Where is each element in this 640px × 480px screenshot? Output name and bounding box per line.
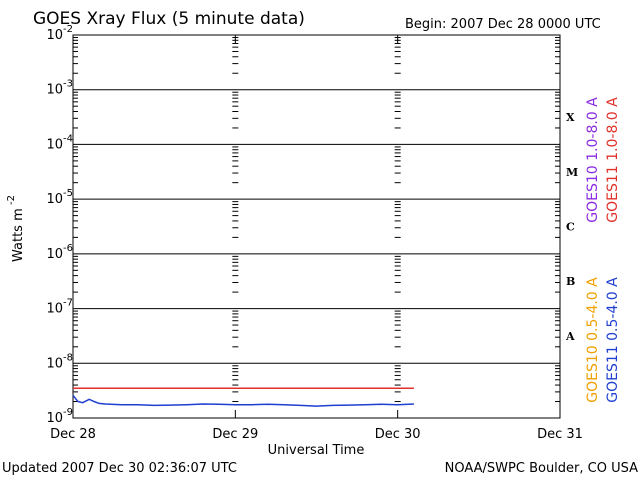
y-axis-label-group: Watts m -2 [6, 195, 26, 262]
y-tick-label: 10 [46, 302, 63, 317]
x-tick-label: Dec 31 [537, 427, 583, 442]
y-tick-label: 10 [46, 356, 63, 371]
y-tick-label: 10 [46, 411, 63, 426]
chart-title: GOES Xray Flux (5 minute data) [33, 9, 305, 29]
y-tick-exponent: -8 [63, 352, 73, 363]
y-tick-exponent: -4 [63, 133, 73, 144]
y-tick-label: 10 [46, 137, 63, 152]
footer-right: NOAA/SWPC Boulder, CO USA [445, 461, 638, 476]
y-tick-exponent: -3 [63, 79, 73, 90]
y-tick-exponent: -2 [63, 24, 73, 35]
flare-class-label: M [566, 166, 578, 179]
legend-entry: GOES10 0.5-4.0 A [585, 277, 601, 403]
footer-left: Updated 2007 Dec 30 02:36:07 UTC [2, 461, 237, 476]
x-tick-label: Dec 30 [375, 427, 421, 442]
flare-class-label: B [566, 275, 575, 288]
legend-entry: GOES10 1.0-8.0 A [585, 97, 601, 223]
y-axis-label-exponent: -2 [6, 195, 17, 205]
legend-entry: GOES11 0.5-4.0 A [605, 277, 621, 403]
x-axis-label: Universal Time [268, 443, 365, 458]
y-tick-exponent: -7 [63, 298, 73, 309]
y-tick-exponent: -9 [63, 407, 73, 418]
series-line [72, 394, 414, 407]
y-tick-label: 10 [46, 192, 63, 207]
flare-class-label: C [566, 221, 575, 234]
y-axis-label: Watts m [11, 208, 26, 262]
y-tick-label: 10 [46, 247, 63, 262]
y-tick-exponent: -6 [63, 243, 73, 254]
subtitle: Begin: 2007 Dec 28 0000 UTC [405, 17, 601, 32]
y-tick-exponent: -5 [63, 188, 73, 199]
x-tick-label: Dec 29 [212, 427, 258, 442]
flare-class-label: A [565, 330, 575, 343]
y-tick-label: 10 [46, 83, 63, 98]
x-tick-label: Dec 28 [50, 427, 96, 442]
flare-class-label: X [566, 111, 575, 124]
y-tick-label: 10 [46, 28, 63, 43]
legend-entry: GOES11 1.0-8.0 A [605, 97, 621, 223]
